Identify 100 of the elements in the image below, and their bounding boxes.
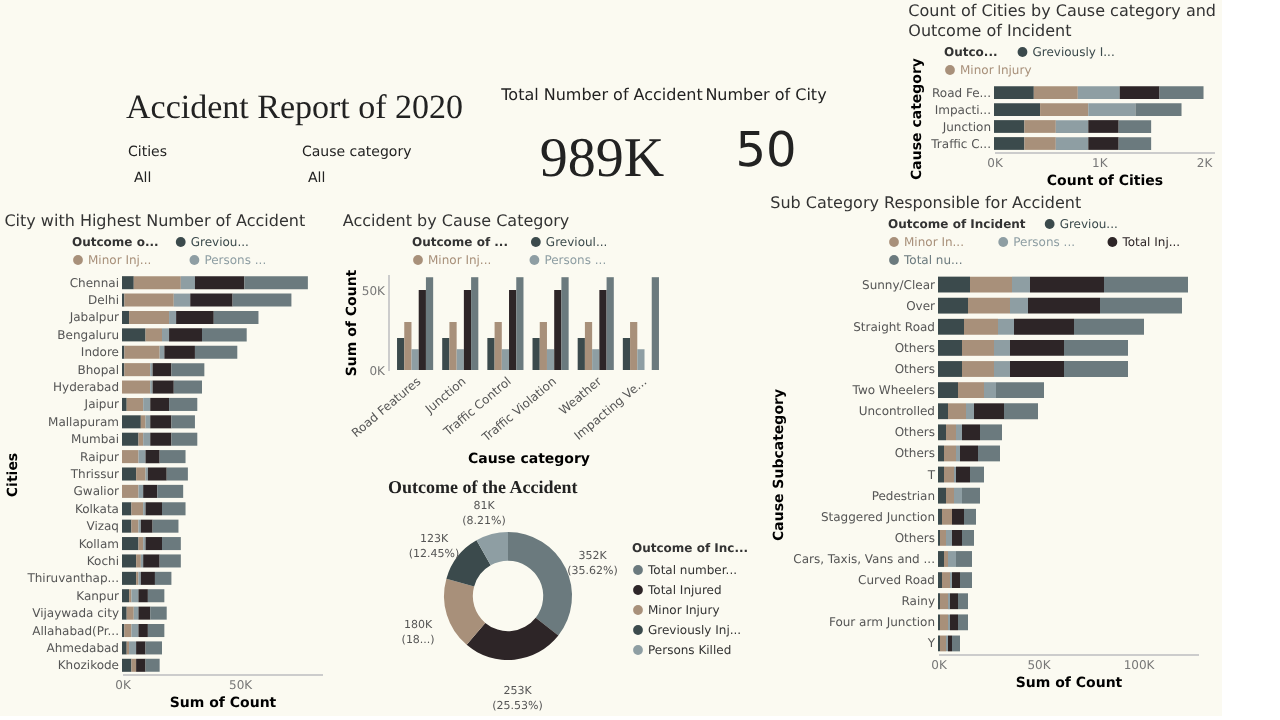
bar	[143, 432, 151, 446]
bar	[143, 554, 160, 568]
bar	[133, 276, 181, 290]
bar	[145, 641, 162, 655]
bar	[960, 445, 978, 462]
bar	[152, 519, 179, 533]
bar	[463, 290, 472, 370]
chart-title: Accident by Cause Category	[342, 212, 570, 230]
bar	[938, 403, 948, 420]
bar	[1118, 137, 1152, 150]
bar	[1033, 86, 1078, 99]
bar	[952, 508, 964, 525]
bar	[122, 310, 130, 324]
bar	[1088, 137, 1119, 150]
bar	[994, 120, 1025, 133]
bar	[159, 450, 186, 464]
bar	[449, 322, 457, 370]
bar	[622, 338, 631, 370]
bar	[964, 318, 998, 335]
text: Number of City	[705, 86, 828, 104]
bar	[171, 415, 195, 429]
bar	[962, 361, 994, 377]
bar	[956, 551, 972, 567]
bar	[122, 537, 139, 551]
bar	[1077, 86, 1120, 99]
bar	[1159, 86, 1204, 99]
bar	[122, 484, 139, 498]
donut-slice	[444, 578, 486, 645]
bar	[942, 508, 952, 525]
bar	[138, 589, 148, 603]
donut-slice	[476, 532, 508, 566]
bar	[940, 529, 946, 546]
bar	[180, 276, 195, 290]
bar	[1004, 403, 1038, 420]
bar	[143, 397, 151, 411]
bar	[1104, 276, 1188, 293]
bar	[994, 361, 1010, 377]
bar	[150, 397, 170, 411]
bar	[140, 519, 153, 533]
bar	[938, 318, 964, 335]
bar	[1010, 361, 1064, 377]
bar	[145, 658, 160, 672]
bar	[122, 450, 139, 464]
bar	[938, 445, 944, 462]
bar	[956, 424, 962, 441]
bar	[958, 614, 968, 631]
bar	[554, 290, 562, 370]
bar	[131, 589, 139, 603]
bar	[996, 382, 1044, 399]
bar	[960, 572, 972, 589]
bar	[938, 551, 944, 567]
bar	[938, 487, 946, 504]
bar	[962, 529, 974, 546]
bar	[954, 487, 962, 504]
bar	[131, 502, 144, 516]
bar	[136, 467, 146, 481]
bar	[138, 450, 146, 464]
text: 989K	[539, 128, 665, 190]
bar	[532, 338, 540, 370]
bar	[176, 310, 214, 324]
text: 50	[735, 122, 797, 178]
bar	[397, 338, 405, 370]
bar	[152, 363, 172, 377]
bar	[938, 382, 958, 399]
bar	[418, 290, 426, 370]
bar	[984, 382, 996, 399]
bar	[1064, 361, 1128, 377]
bar	[122, 276, 134, 290]
bar	[140, 571, 155, 585]
bar	[962, 424, 980, 441]
bar	[138, 432, 144, 446]
bar	[194, 345, 238, 359]
bar	[1028, 297, 1100, 314]
bar	[938, 424, 946, 441]
bar	[1118, 120, 1152, 133]
bar	[159, 554, 181, 568]
bar	[171, 363, 205, 377]
bar	[131, 624, 139, 638]
bar	[124, 293, 174, 307]
bar	[948, 403, 966, 420]
bar	[1135, 103, 1182, 116]
bar	[966, 403, 974, 420]
bar	[138, 624, 148, 638]
bar	[630, 322, 638, 370]
bar	[152, 380, 174, 394]
bar	[998, 318, 1014, 335]
bar	[950, 593, 958, 610]
bar	[145, 537, 162, 551]
bar	[411, 349, 419, 370]
bar	[970, 276, 1012, 293]
bar	[946, 424, 956, 441]
bar	[150, 606, 167, 620]
chart-title: City with Highest Number of Accident	[4, 212, 306, 230]
bar	[970, 466, 984, 483]
bar	[173, 380, 202, 394]
bar	[138, 537, 144, 551]
bar	[194, 276, 245, 290]
bar	[122, 467, 137, 481]
bar	[956, 466, 970, 483]
bar	[404, 322, 412, 370]
